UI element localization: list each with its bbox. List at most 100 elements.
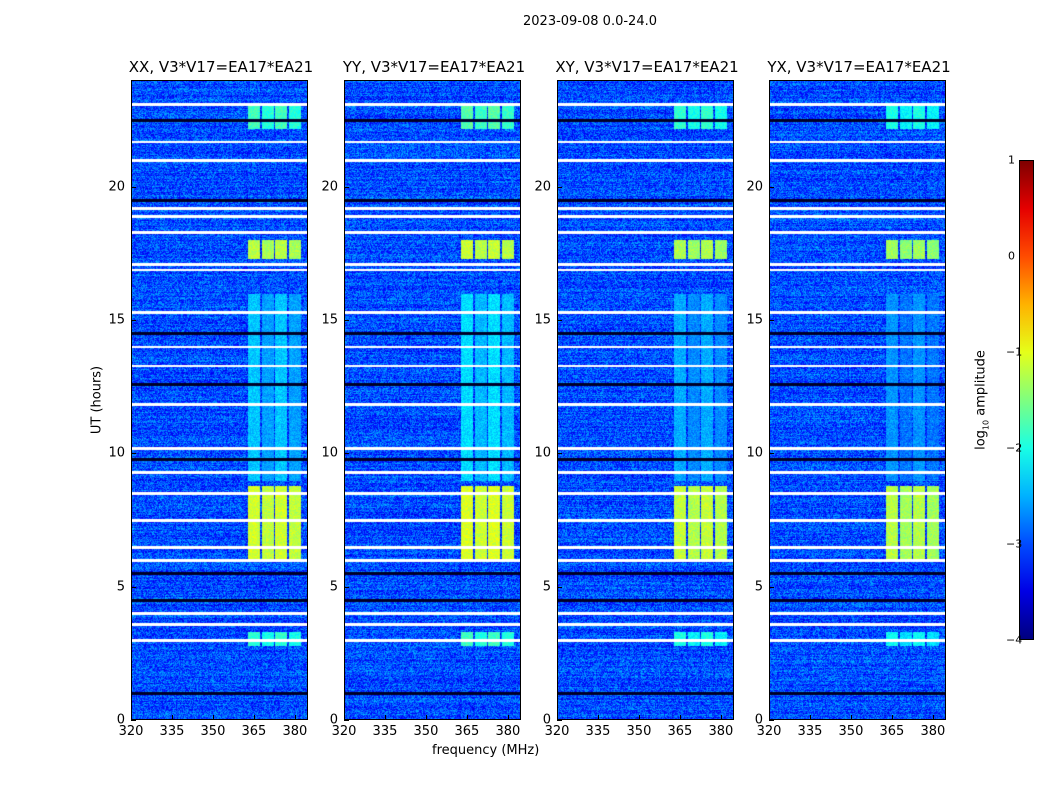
y-tick-label: 10 <box>321 445 338 461</box>
x-tick-mark <box>344 715 345 720</box>
y-tick-label: 10 <box>534 445 551 461</box>
y-tick-label: 0 <box>754 712 763 728</box>
x-tick-label: 365 <box>241 724 267 739</box>
y-tick-mark <box>131 586 136 588</box>
y-tick-label: 5 <box>116 579 125 595</box>
y-tick-label: 15 <box>321 312 338 328</box>
axes-frame <box>769 80 946 720</box>
y-tick-mark <box>344 720 349 721</box>
y-tick-label: 15 <box>534 312 551 328</box>
x-tick-label: 380 <box>282 724 308 739</box>
y-tick-mark <box>557 720 562 721</box>
y-tick-mark <box>131 720 136 721</box>
y-tick-mark <box>557 186 562 188</box>
heatmap-panel-4: YX, V3*V17=EA17*EA21 320 335 350 365 380 0 5 10 1… <box>746 58 950 739</box>
x-tick-mark <box>507 715 509 720</box>
x-tick-mark <box>212 715 214 720</box>
y-tick-mark <box>769 320 774 321</box>
heatmap-panel-3: XY, V3*V17=EA17*EA21 320 335 350 365 380 0 5 10 1… <box>534 58 738 739</box>
panel-title: XY, V3*V17=EA17*EA21 <box>555 58 739 76</box>
heatmap-image <box>769 80 946 720</box>
x-tick-label: 365 <box>454 724 480 739</box>
y-tick-label: 5 <box>754 579 763 595</box>
x-tick-mark <box>769 715 770 720</box>
colorbar-tick-label: −4 <box>1006 633 1023 647</box>
y-tick-label: 10 <box>746 445 763 461</box>
x-tick-label: 380 <box>708 724 734 739</box>
y-tick-label: 20 <box>746 179 763 195</box>
panel-title: YX, V3*V17=EA17*EA21 <box>767 58 951 76</box>
x-tick-label: 350 <box>200 724 226 739</box>
x-tick-mark <box>557 715 558 720</box>
x-tick-mark <box>679 715 681 720</box>
x-tick-mark <box>597 715 599 720</box>
x-tick-label: 335 <box>159 724 185 739</box>
heatmap-panel-2: YY, V3*V17=EA17*EA21 320 335 350 365 380 0 5 10 1… <box>321 58 525 739</box>
y-tick-mark <box>557 453 562 455</box>
panel-title: XX, V3*V17=EA17*EA21 <box>128 58 314 76</box>
y-tick-label: 0 <box>329 712 338 728</box>
x-tick-label: 335 <box>797 724 823 739</box>
x-tick-label: 335 <box>585 724 611 739</box>
y-tick-mark <box>557 586 562 588</box>
x-tick-mark <box>466 715 468 720</box>
x-tick-mark <box>425 715 427 720</box>
heatmap-image <box>344 80 521 720</box>
y-tick-mark <box>344 586 349 588</box>
x-tick-mark <box>253 715 255 720</box>
y-tick-mark <box>344 453 349 455</box>
x-tick-label: 320 <box>331 724 357 739</box>
y-tick-label: 0 <box>116 712 125 728</box>
colorbar-tick-label: −2 <box>1006 441 1023 455</box>
y-tick-label: 15 <box>108 312 125 328</box>
heatmap-image <box>131 80 308 720</box>
y-tick-mark <box>769 186 774 188</box>
y-tick-mark <box>769 720 774 721</box>
y-tick-label: 20 <box>108 179 125 195</box>
x-tick-label: 350 <box>838 724 864 739</box>
x-tick-label: 365 <box>667 724 693 739</box>
colorbar-label: log10 amplitude <box>973 350 991 450</box>
axes-frame <box>344 80 521 720</box>
colorbar-tick-label: 0 <box>1008 249 1015 263</box>
y-tick-label: 10 <box>108 445 125 461</box>
y-tick-mark <box>344 186 349 188</box>
x-tick-label: 365 <box>879 724 905 739</box>
colorbar-tick-label: −3 <box>1006 537 1023 551</box>
y-tick-mark <box>557 320 562 321</box>
y-axis-label: UT (hours) <box>89 365 105 435</box>
x-tick-label: 320 <box>544 724 570 739</box>
x-tick-mark <box>638 715 640 720</box>
x-tick-mark <box>384 715 386 720</box>
y-tick-mark <box>131 320 136 321</box>
figure-title: 2023-09-08 0.0-24.0 <box>523 14 657 29</box>
x-tick-mark <box>171 715 173 720</box>
x-tick-label: 350 <box>413 724 439 739</box>
x-tick-label: 335 <box>372 724 398 739</box>
y-tick-mark <box>131 186 136 188</box>
x-tick-mark <box>294 715 296 720</box>
y-tick-label: 20 <box>534 179 551 195</box>
x-tick-mark <box>720 715 722 720</box>
x-tick-label: 320 <box>756 724 782 739</box>
colorbar <box>1019 160 1034 640</box>
x-tick-mark <box>891 715 893 720</box>
y-tick-mark <box>769 586 774 588</box>
y-tick-label: 0 <box>542 712 551 728</box>
panel-title: YY, V3*V17=EA17*EA21 <box>342 58 526 76</box>
x-tick-mark <box>932 715 934 720</box>
x-tick-label: 320 <box>118 724 144 739</box>
axes-frame <box>131 80 308 720</box>
y-tick-label: 5 <box>329 579 338 595</box>
y-tick-label: 20 <box>321 179 338 195</box>
axes-frame <box>557 80 734 720</box>
heatmap-image <box>557 80 734 720</box>
y-tick-mark <box>769 453 774 455</box>
x-tick-mark <box>809 715 811 720</box>
y-tick-mark <box>344 320 349 321</box>
x-tick-label: 380 <box>495 724 521 739</box>
y-tick-mark <box>131 453 136 455</box>
heatmap-panel-1: XX, V3*V17=EA17*EA21 320 335 350 365 380 0 5 10 1… <box>108 58 313 739</box>
x-tick-mark <box>850 715 852 720</box>
